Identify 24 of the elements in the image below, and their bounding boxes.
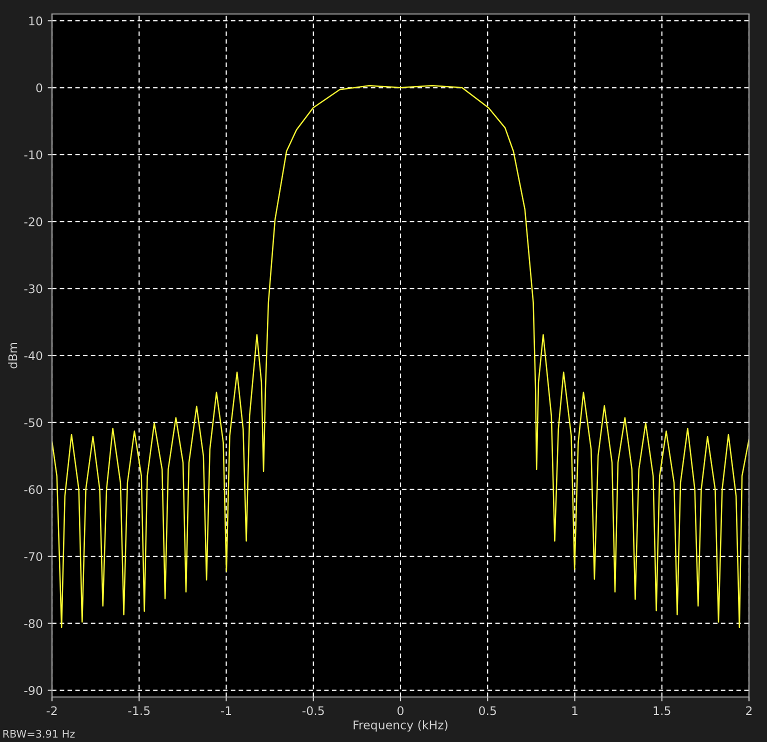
x-axis-title: Frequency (kHz) [354,720,448,732]
y-tick-label: -70 [24,552,42,562]
y-tick-label: -40 [24,351,42,360]
y-tick-label: -80 [24,619,42,628]
text: RBW=3.91 Hz [3,730,75,738]
line-series [52,85,749,628]
y-tick-label: -60 [24,485,42,494]
y-tick-label: -30 [24,284,42,294]
y-tick-label: -50 [24,418,42,428]
x-tick-label: 1.5 [654,706,670,716]
y-tick-label: 10 [29,16,42,26]
x-tick-label: 1 [572,706,578,715]
x-tick-label: 2 [746,706,752,715]
y-tick-label: -10 [24,150,42,160]
x-tick-label: -1 [220,706,232,715]
y-tick-label: 0 [36,83,42,92]
x-tick-label: -0.5 [302,706,324,716]
x-tick-label: -2 [46,706,57,715]
y-tick-label: -20 [24,217,42,226]
x-tick-label: -1.5 [128,706,150,716]
x-tick-label: 0.5 [479,706,496,716]
y-tick-label: -90 [24,686,42,695]
x-tick-label: 0 [398,706,404,716]
y-axis-title: dBm [8,342,18,368]
